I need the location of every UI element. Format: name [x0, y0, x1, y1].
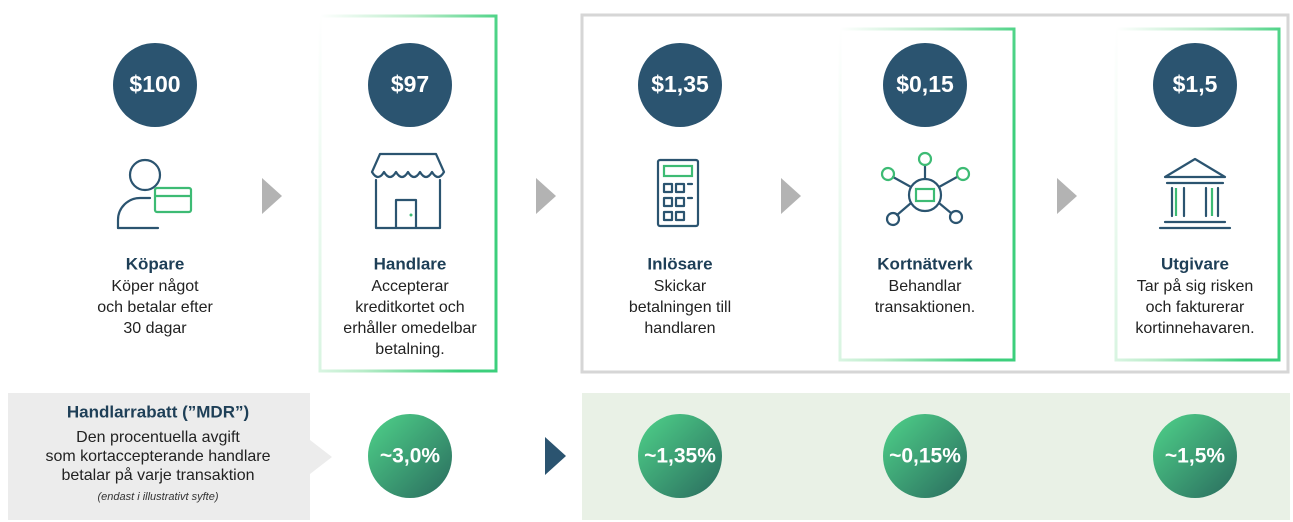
arrow [262, 178, 282, 214]
column-description: och betalar efter [97, 299, 213, 316]
bank-icon [1158, 157, 1232, 230]
amount-circle [883, 43, 967, 127]
amount: $1,5 [1173, 71, 1218, 97]
column-description: handlaren [644, 320, 715, 337]
column-title: Kortnätverk [877, 254, 973, 273]
amount-circle [1153, 43, 1237, 127]
amount-circle [638, 43, 722, 127]
column-description: kortinnehavaren. [1135, 320, 1254, 337]
merchant-box [318, 14, 498, 373]
amount-circle [113, 43, 197, 127]
mdr-description: betalar på varje transaktion [62, 466, 255, 484]
mdr-box [8, 393, 332, 520]
amount: $97 [391, 71, 429, 97]
mdr-title: Handlarrabatt (”MDR”) [67, 402, 249, 421]
column-description: Accepterar [371, 278, 449, 295]
mdr-note: (endast i illustrativt syfte) [97, 491, 218, 503]
column-title: Utgivare [1161, 254, 1229, 273]
mdr-description: Den procentuella avgift [76, 429, 240, 446]
rate-circle [638, 414, 722, 498]
rate: ~1,35% [644, 445, 716, 468]
column-description: betalning. [375, 341, 444, 358]
amount: $100 [129, 71, 180, 97]
acquirer-group-box [580, 13, 1290, 374]
column-description: 30 dagar [123, 320, 187, 337]
arrow [536, 178, 556, 214]
rate-circle [368, 414, 452, 498]
rate: ~3,0% [380, 445, 440, 468]
column-description: Köper något [111, 277, 199, 295]
arrow [545, 437, 566, 475]
buyer-icon [116, 158, 193, 230]
arrow [781, 178, 801, 214]
calculator-icon [656, 158, 700, 228]
mdr-description: som kortaccepterande handlare [45, 448, 270, 465]
column-description: kreditkortet och [355, 299, 464, 316]
column-description: Tar på sig risken [1137, 277, 1254, 295]
issuer-box [1114, 27, 1281, 362]
rate: ~1,5% [1165, 445, 1225, 468]
network-icon [880, 151, 971, 227]
rate-circle [883, 414, 967, 498]
arrow [1057, 178, 1077, 214]
column-title: Inlösare [647, 254, 712, 273]
store-icon [370, 152, 446, 230]
column-title: Handlare [374, 254, 447, 273]
rate-circle [1153, 414, 1237, 498]
amount: $0,15 [896, 71, 954, 97]
amount: $1,35 [651, 71, 709, 97]
rate: ~0,15% [889, 445, 961, 468]
column-description: transaktionen. [875, 299, 976, 316]
column-title: Köpare [126, 254, 185, 273]
column-description: och fakturerar [1146, 299, 1245, 316]
column-description: Skickar [654, 278, 707, 295]
column-description: erhåller omedelbar [343, 319, 477, 337]
amount-circle [368, 43, 452, 127]
network-box [838, 27, 1016, 362]
column-description: betalningen till [629, 299, 731, 316]
column-description: Behandlar [889, 278, 963, 295]
